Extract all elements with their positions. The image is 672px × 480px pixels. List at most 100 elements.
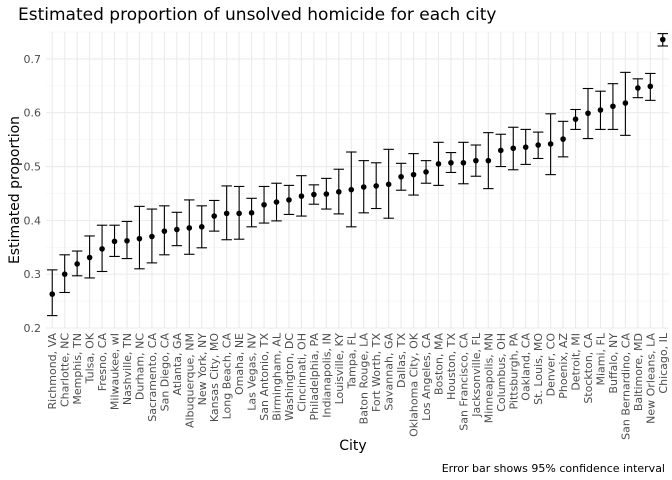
x-tick-label: New Orleans, LA — [644, 333, 657, 424]
estimate-point — [223, 210, 230, 217]
estimate-point — [198, 224, 205, 230]
estimate-point — [410, 171, 417, 178]
estimate-point — [99, 246, 105, 252]
estimate-point — [373, 183, 379, 189]
estimate-point — [186, 225, 193, 231]
estimate-point — [149, 233, 155, 240]
x-tick-label: San Bernardino, CA — [619, 333, 632, 440]
estimate-point — [473, 157, 479, 164]
estimate-point — [659, 36, 666, 43]
estimate-point — [547, 141, 554, 147]
x-tick-label: Las Vegas, NV — [246, 333, 259, 411]
x-tick-label: Memphis, TN — [71, 333, 84, 405]
x-tick-label: Los Angeles, CA — [420, 333, 433, 421]
estimate-point — [261, 201, 267, 208]
x-tick-label: Baltimore, MD — [632, 333, 645, 411]
x-tick-label: Milwaukee, wI — [109, 333, 122, 410]
x-tick-label: Birmingham, AL — [271, 332, 284, 421]
estimate-point — [622, 100, 629, 106]
estimate-point — [398, 173, 404, 180]
x-tick-label: Boston, MA — [432, 333, 445, 396]
estimate-point — [522, 144, 529, 150]
chart-title: Estimated proportion of unsolved homicid… — [18, 5, 496, 25]
estimate-point — [61, 271, 68, 277]
estimate-point — [86, 254, 93, 261]
x-tick-label: San Francisco, CA — [457, 333, 470, 431]
x-tick-label: Tulsa, OK — [84, 332, 97, 384]
estimate-point — [136, 235, 143, 242]
y-tick-label: 0.2 — [24, 322, 42, 335]
estimate-point — [211, 213, 218, 219]
estimate-point — [323, 191, 330, 197]
x-tick-label: Philadelphia, PA — [308, 333, 321, 421]
x-tick-label: Miami, FL — [594, 332, 607, 385]
estimate-point — [635, 85, 641, 91]
x-tick-label: Fresno, CA — [96, 333, 109, 392]
y-tick-label: 0.7 — [24, 53, 42, 66]
x-tick-label: Minneapolis, MN — [482, 333, 495, 423]
estimate-point — [124, 238, 130, 244]
x-tick-label: Atlanta, GA — [171, 333, 184, 396]
estimate-point — [49, 291, 56, 297]
estimate-point — [647, 83, 654, 90]
estimate-point — [311, 191, 317, 198]
x-tick-label: Durham, NC — [133, 333, 146, 400]
estimate-point — [497, 147, 504, 154]
caption: Error bar shows 95% confidence interval — [442, 462, 665, 475]
x-tick-label: San Antonio, TX — [258, 333, 271, 421]
x-tick-label: Louisville, KY — [333, 333, 346, 405]
estimate-point — [336, 189, 342, 195]
estimate-point — [585, 110, 591, 117]
x-tick-label: Houston, TX — [445, 333, 458, 400]
x-tick-label: Nashville, TN — [121, 333, 134, 405]
x-tick-label: Omaha, NE — [233, 333, 246, 395]
estimate-point — [448, 159, 454, 166]
estimate-point — [348, 186, 355, 193]
estimate-point — [161, 228, 168, 234]
x-tick-label: Oklahoma City, OK — [408, 332, 421, 437]
estimate-point — [298, 193, 305, 199]
y-tick-label: 0.4 — [24, 214, 42, 227]
x-tick-label: Pittsburgh, PA — [507, 333, 520, 410]
y-tick-label: 0.3 — [24, 268, 42, 281]
estimate-point — [74, 261, 80, 267]
x-tick-label: Richmond, VA — [46, 333, 59, 410]
x-tick-label: Washington, DC — [283, 333, 296, 421]
x-tick-label: Fort Worth, TX — [370, 333, 383, 412]
x-tick-label: Chicago, IL — [657, 332, 670, 393]
x-tick-label: Kansas City, MO — [208, 333, 221, 422]
x-tick-label: Baton Rouge, LA — [358, 333, 371, 425]
y-axis-title: Estimated proportion — [7, 116, 23, 264]
estimate-point — [248, 210, 255, 216]
x-tick-label: Sacramento, CA — [146, 333, 159, 422]
x-tick-label: Albuquerque, NM — [183, 333, 196, 428]
x-tick-label: Charlotte, NC — [59, 333, 72, 407]
points — [49, 36, 666, 297]
estimate-point — [510, 145, 517, 152]
x-tick-label: Long Beach, CA — [221, 333, 234, 420]
x-tick-label: Detroit, MI — [570, 333, 583, 391]
x-tick-label: Stockton, CA — [582, 333, 595, 404]
estimate-point — [610, 103, 616, 110]
x-axis-title: City — [339, 438, 366, 454]
x-tick-label: Oakland, CA — [520, 333, 533, 401]
x-tick-label: New York, NY — [196, 333, 209, 406]
estimate-point — [435, 161, 442, 167]
estimate-point — [485, 157, 492, 164]
x-tick-label: St. Louis, MO — [532, 333, 545, 405]
error-bars — [46, 33, 669, 317]
x-tick-label: Phoenix, AZ — [557, 333, 570, 399]
x-tick-label: Cincinnati, OH — [295, 333, 308, 412]
estimate-point — [385, 181, 392, 188]
x-tick-label: Dallas, TX — [395, 333, 408, 389]
x-tick-label: Buffalo, NY — [607, 333, 620, 394]
estimate-point — [273, 199, 280, 205]
estimate-point — [286, 197, 292, 203]
estimate-point — [236, 210, 242, 217]
x-tick-label: San Diego, CA — [158, 333, 171, 412]
x-tick-label: Columbus, OH — [495, 333, 508, 412]
y-tick-label: 0.5 — [24, 161, 42, 174]
x-tick-label: Denver, CO — [545, 333, 558, 397]
x-tick-label: Jacksonville, FL — [470, 332, 483, 418]
